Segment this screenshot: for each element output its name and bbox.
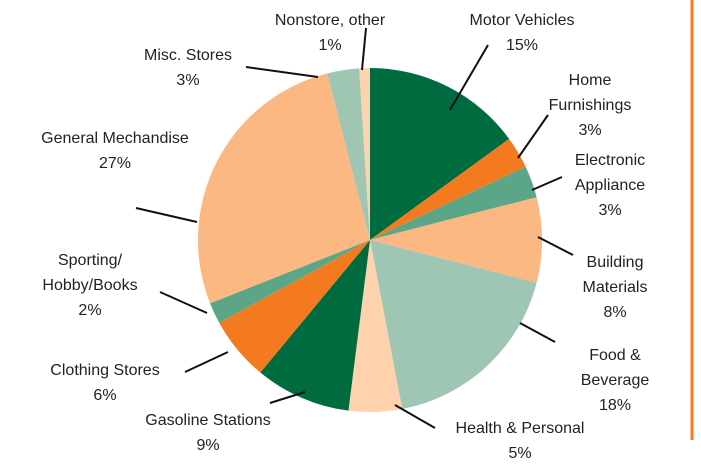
percent-label: 18% xyxy=(598,397,632,414)
leader-line xyxy=(159,291,208,314)
slice-label: Clothing Stores 6% xyxy=(50,358,159,408)
category-label: Clothing Stores xyxy=(50,362,160,379)
slice-label: Health & Personal 5% xyxy=(456,416,585,466)
leader-line xyxy=(517,114,549,159)
percent-label: 27% xyxy=(98,155,132,172)
pie-slice xyxy=(210,240,370,323)
category-label: Misc. Stores xyxy=(143,47,233,64)
category-label: Home Furnishings xyxy=(548,72,632,114)
slice-label: Building Materials 8% xyxy=(583,250,648,325)
slice-label: Misc. Stores 3% xyxy=(144,43,232,93)
leader-line xyxy=(184,351,229,373)
category-label: Sporting/ Hobby/Books xyxy=(42,252,138,294)
pie-slice xyxy=(370,68,510,240)
leader-line xyxy=(449,44,489,111)
leader-line xyxy=(269,391,306,404)
category-label: Gasoline Stations xyxy=(145,412,271,429)
category-label: Electronic Appliance xyxy=(574,152,646,194)
leader-line xyxy=(361,27,367,71)
pie-slice xyxy=(370,240,537,409)
page: Motor Vehicles 15% Home Furnishings 3% Elect… xyxy=(41,0,694,462)
percent-label: 8% xyxy=(603,304,627,321)
slice-label: General Mechandise 27% xyxy=(41,126,189,176)
percent-label: 9% xyxy=(196,437,220,454)
leader-line xyxy=(519,322,556,343)
leader-line xyxy=(245,66,319,78)
pie-slice xyxy=(219,240,370,373)
category-label: General Mechandise xyxy=(41,130,189,147)
percent-label: 3% xyxy=(598,202,622,219)
percent-label: 3% xyxy=(578,122,602,139)
slice-label: Home Furnishings 3% xyxy=(535,68,646,143)
leader-line xyxy=(135,207,198,223)
percent-label: 5% xyxy=(508,445,532,462)
pie-slice xyxy=(348,240,403,412)
slice-label: Gasoline Stations 9% xyxy=(145,408,270,458)
pie-slice xyxy=(198,73,370,304)
slice-label: Nonstore, other 1% xyxy=(275,8,385,58)
category-label: Food & Beverage xyxy=(580,347,650,389)
percent-label: 15% xyxy=(505,37,539,54)
pie-slice xyxy=(359,68,370,240)
category-label: Building Materials xyxy=(582,254,648,296)
category-label: Nonstore, other xyxy=(274,12,386,29)
slice-label: Electronic Appliance 3% xyxy=(575,148,645,223)
category-label: Motor Vehicles xyxy=(469,12,575,29)
category-label: Health & Personal xyxy=(455,420,585,437)
percent-label: 2% xyxy=(78,302,102,319)
percent-label: 6% xyxy=(93,387,117,404)
percent-label: 3% xyxy=(176,72,200,89)
slice-label: Motor Vehicles 15% xyxy=(470,8,575,58)
pie-slice xyxy=(260,240,370,411)
percent-label: 1% xyxy=(318,37,342,54)
leader-line xyxy=(531,176,563,191)
pie-slice xyxy=(327,68,370,240)
pie-slice xyxy=(370,138,526,240)
slice-label: Sporting/ Hobby/Books 2% xyxy=(42,248,137,323)
pie-slice xyxy=(370,166,537,240)
leader-line xyxy=(394,404,436,429)
leader-line xyxy=(537,236,574,256)
slice-label: Food & Beverage 18% xyxy=(572,343,658,418)
chart xyxy=(135,0,694,440)
pie-slice xyxy=(370,197,543,283)
